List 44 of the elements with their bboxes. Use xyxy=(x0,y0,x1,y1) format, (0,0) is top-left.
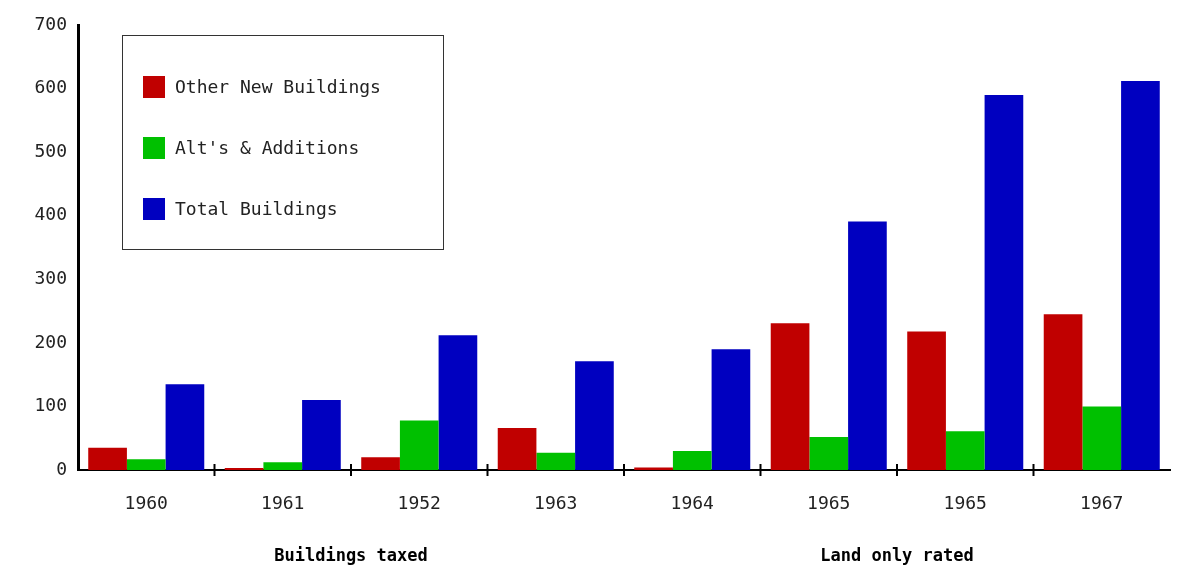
bar xyxy=(1121,80,1160,470)
bar xyxy=(399,420,439,470)
bar xyxy=(536,452,576,470)
legend-label: Total Buildings xyxy=(175,198,338,219)
bar xyxy=(302,400,341,470)
bar xyxy=(438,335,478,470)
bar xyxy=(984,94,1024,470)
y-tick-label: 0 xyxy=(56,457,67,479)
y-tick-label: 300 xyxy=(34,266,67,288)
x-tick-label: 1964 xyxy=(670,492,714,514)
x-tick-label: 1967 xyxy=(1080,492,1124,514)
bar xyxy=(711,349,751,470)
bar xyxy=(1082,406,1122,470)
bar xyxy=(1043,314,1083,470)
x-tick-label: 1963 xyxy=(534,492,578,514)
bar xyxy=(361,457,400,470)
bar xyxy=(848,221,887,470)
bar xyxy=(575,361,614,470)
y-tick-label: 700 xyxy=(34,12,67,34)
bar xyxy=(126,459,166,470)
y-tick-label: 600 xyxy=(34,76,67,98)
x-tick-label: 1960 xyxy=(124,492,168,514)
y-tick-label: 500 xyxy=(34,139,67,161)
bar xyxy=(263,462,303,470)
bar xyxy=(907,331,946,470)
x-tick-label: 1965 xyxy=(807,492,851,514)
y-tick-label: 200 xyxy=(34,330,67,352)
bar xyxy=(770,323,810,470)
bar xyxy=(672,450,712,470)
y-tick-label: 400 xyxy=(34,203,67,225)
x-tick-label: 1952 xyxy=(397,492,441,514)
bar xyxy=(165,384,205,470)
y-tick-label: 100 xyxy=(34,394,67,416)
text: Land only rated xyxy=(820,544,974,565)
legend-label: Other New Buildings xyxy=(175,76,381,97)
bar xyxy=(809,436,849,470)
x-tick-label: 1961 xyxy=(261,492,305,514)
bar xyxy=(634,467,673,470)
legend-label: Alt's & Additions xyxy=(175,137,360,158)
x-tick-label: 1965 xyxy=(943,492,987,514)
bar xyxy=(945,431,985,470)
bar xyxy=(88,447,127,470)
text: Buildings taxed xyxy=(274,544,428,565)
bar xyxy=(497,428,537,470)
